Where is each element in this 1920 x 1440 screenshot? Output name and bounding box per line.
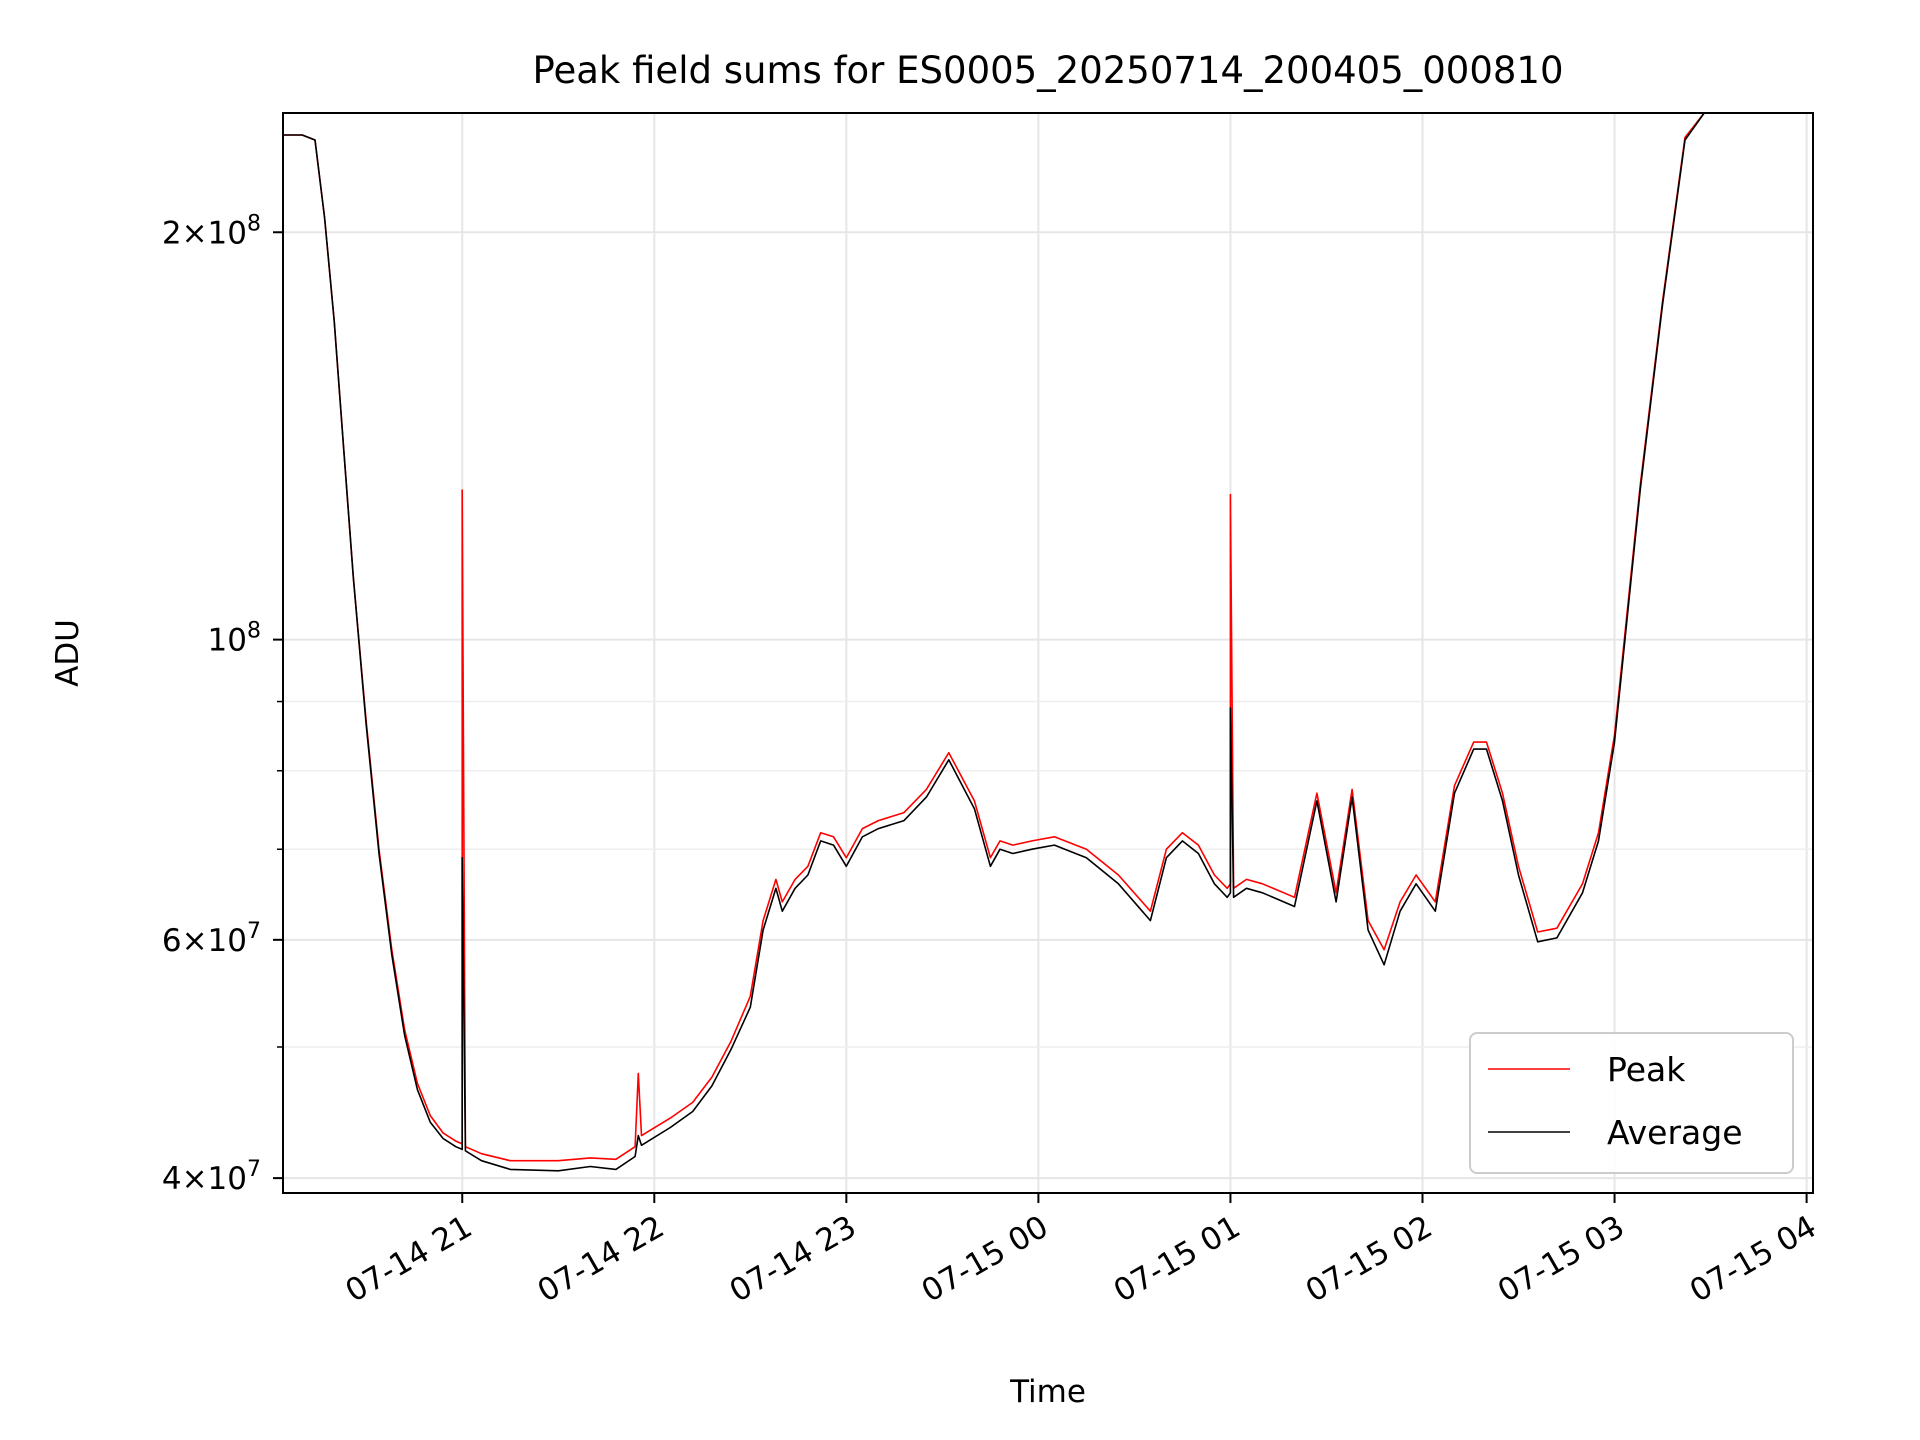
- series-line-average: [283, 113, 1749, 1172]
- legend-box: [1469, 1032, 1794, 1174]
- y-axis-label: ADU: [50, 619, 86, 687]
- legend-average-label: Average: [1607, 1113, 1743, 1152]
- y-tick-label: 108: [208, 619, 261, 659]
- legend-peak-label: Peak: [1607, 1050, 1686, 1089]
- x-axis-label: Time: [1009, 1374, 1086, 1410]
- y-tick-label: 6×107: [162, 919, 261, 959]
- series-lines: [283, 113, 1749, 1172]
- chart-title: Peak field sums for ES0005_20250714_2004…: [533, 49, 1564, 92]
- legend: Peak Average: [1469, 1032, 1794, 1174]
- y-tick-label: 4×107: [162, 1157, 261, 1197]
- y-tick-label: 2×108: [162, 211, 261, 251]
- series-line-peak: [283, 113, 1749, 1162]
- plot-frame: [282, 112, 1814, 1194]
